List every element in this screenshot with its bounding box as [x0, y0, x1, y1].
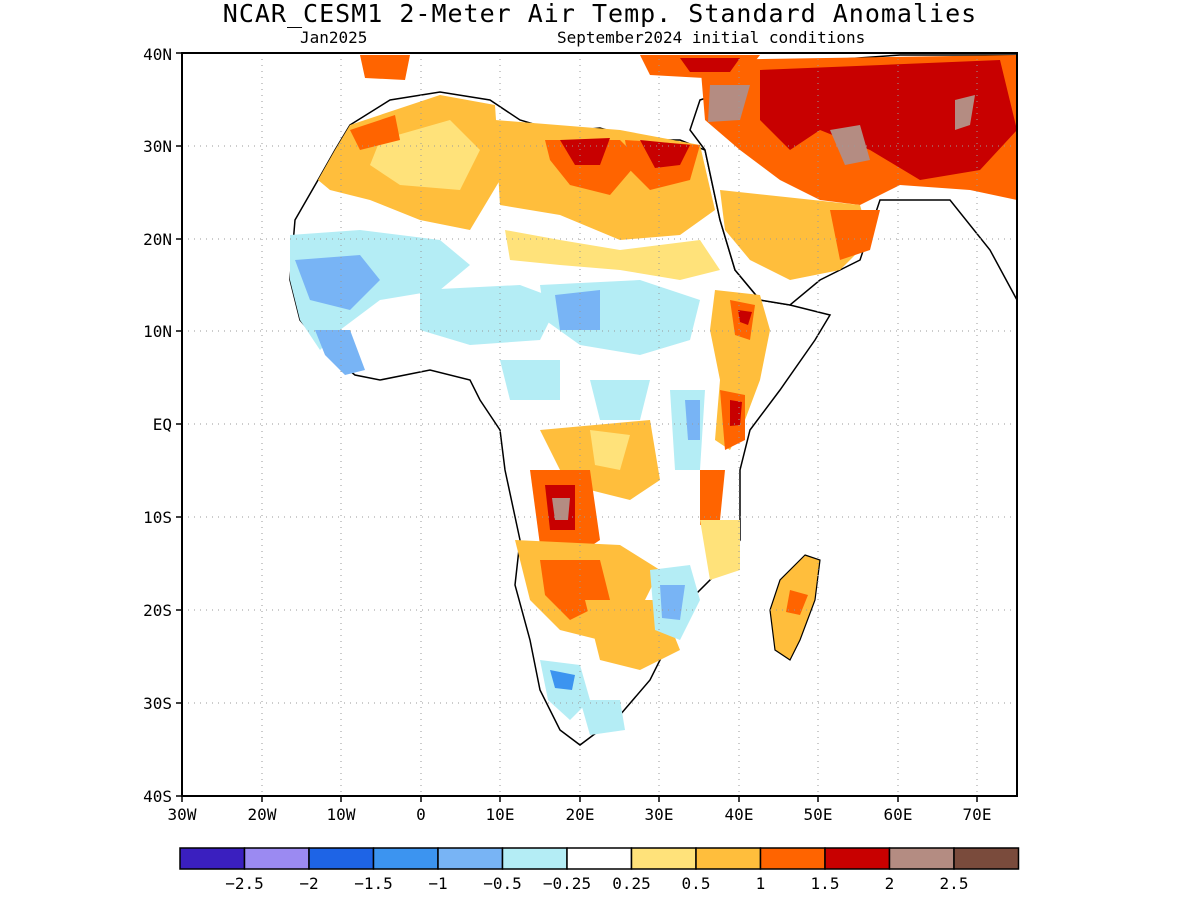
lat-tick-label: 40S — [143, 787, 172, 806]
legend-swatch — [759, 847, 826, 870]
legend-swatch — [566, 847, 633, 870]
lat-tick-label: 10S — [143, 508, 172, 527]
legend-label: −1 — [428, 874, 447, 893]
lon-tick-label: 20E — [566, 805, 595, 824]
lon-tick-label: 20W — [248, 805, 277, 824]
legend-swatch — [372, 847, 439, 870]
legend-swatch — [437, 847, 504, 870]
lon-tick-label: 30E — [645, 805, 674, 824]
legend-label: −0.25 — [543, 874, 591, 893]
legend-swatch — [308, 847, 375, 870]
anomaly-field — [289, 54, 1017, 746]
lat-tick-label: 30S — [143, 694, 172, 713]
lat-tick-label: 30N — [143, 137, 172, 156]
legend-swatch — [953, 847, 1020, 870]
legend-label: −0.5 — [483, 874, 522, 893]
longitude-axis: 30W 20W 10W 0 10E 20E 30E 40E 50E 60E 70… — [168, 805, 992, 824]
lon-tick-label: 0 — [416, 805, 426, 824]
legend-swatch — [888, 847, 955, 870]
legend-label: 2.5 — [940, 874, 969, 893]
lon-tick-label: 30W — [168, 805, 197, 824]
legend-label: 2 — [885, 874, 895, 893]
color-legend — [179, 847, 1020, 870]
lon-tick-label: 10E — [486, 805, 515, 824]
legend-label: 0.25 — [612, 874, 651, 893]
legend-swatch — [501, 847, 568, 870]
legend-label: 1.5 — [811, 874, 840, 893]
lat-tick-label: EQ — [153, 415, 172, 434]
lon-tick-label: 10W — [327, 805, 356, 824]
legend-label: −1.5 — [354, 874, 393, 893]
lon-tick-label: 70E — [963, 805, 992, 824]
map-title: NCAR_CESM1 2-Meter Air Temp. Standard An… — [222, 0, 978, 28]
legend-swatch — [824, 847, 891, 870]
lon-tick-label: 40E — [725, 805, 754, 824]
color-legend-labels: −2.5 −2 −1.5 −1 −0.5 −0.25 0.25 0.5 1 1.5 2 2.5 — [225, 874, 968, 893]
lon-tick-label: 50E — [804, 805, 833, 824]
legend-label: 0.5 — [682, 874, 711, 893]
lat-tick-label: 20N — [143, 230, 172, 249]
lon-tick-label: 60E — [884, 805, 913, 824]
legend-label: −2 — [299, 874, 318, 893]
legend-swatch — [179, 847, 246, 870]
latitude-axis: 40N 30N 20N 10N EQ 10S 20S 30S 40S — [143, 45, 172, 806]
lat-tick-label: 10N — [143, 322, 172, 341]
legend-swatch — [695, 847, 762, 870]
legend-label: −2.5 — [225, 874, 264, 893]
lat-tick-label: 20S — [143, 601, 172, 620]
legend-label: 1 — [756, 874, 766, 893]
valid-month-label: Jan2025 — [300, 28, 368, 47]
legend-swatch — [630, 847, 697, 870]
lat-tick-label: 40N — [143, 45, 172, 64]
legend-swatch — [243, 847, 310, 870]
init-conditions-label: September2024 initial conditions — [557, 28, 866, 47]
